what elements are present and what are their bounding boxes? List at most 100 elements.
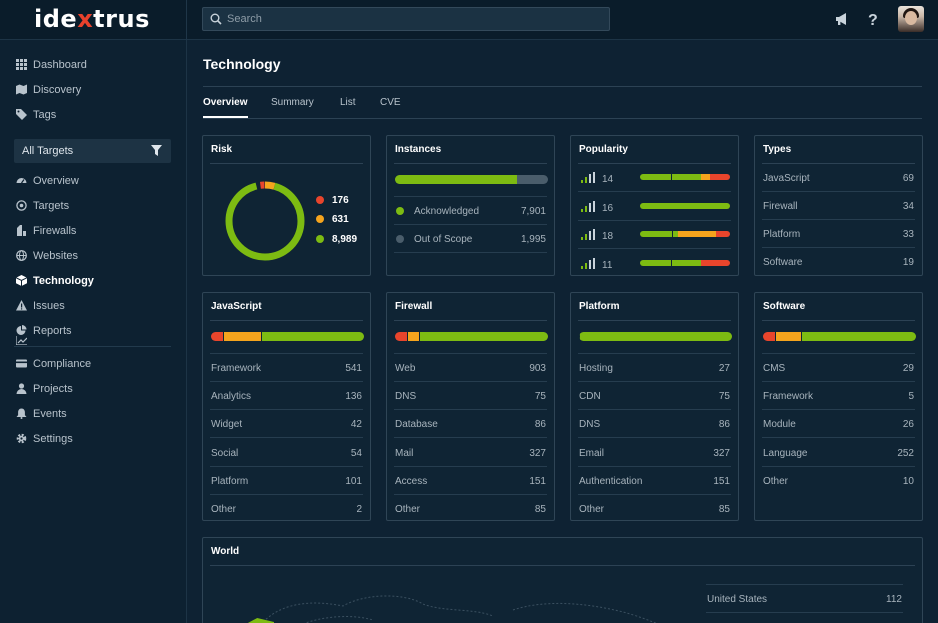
list-item[interactable]: DNS 86 [578,410,731,439]
page-title: Technology [203,56,281,72]
popularity-row[interactable]: 14 [578,164,731,192]
list-item[interactable]: Other 10 [762,467,915,495]
sidebar-item-settings[interactable]: Settings [0,428,187,450]
logo[interactable]: idextrus [34,5,150,33]
row-label: Software [763,257,803,268]
map-region-highlight[interactable] [246,618,274,623]
megaphone-icon[interactable] [833,10,851,28]
sidebar-item-events[interactable]: Events [0,403,187,425]
help-icon[interactable]: ? [864,10,882,28]
status-dot [396,235,404,243]
card-title: Instances [395,144,442,155]
tab-summary[interactable]: Summary [271,97,314,108]
sidebar-divider [14,346,171,347]
tabs-divider [203,118,922,119]
list-item[interactable]: CMS 29 [762,354,915,382]
sidebar-item-reports[interactable]: Reports [0,320,187,342]
list-item[interactable]: Framework 5 [762,382,915,411]
list-item[interactable]: Firewall 34 [762,192,915,220]
row-value: 75 [534,391,546,403]
list-item[interactable]: Hosting 27 [578,354,731,382]
list-item[interactable]: CDN 75 [578,382,731,411]
list-item[interactable]: Database 86 [394,410,547,439]
row-value: 1,995 [520,234,546,245]
sidebar-item-overview[interactable]: Overview [0,170,187,192]
sidebar-item-projects[interactable]: Projects [0,378,187,400]
row-label: Framework [763,391,814,403]
row-label: DNS [579,419,601,431]
sidebar-item-dashboard[interactable]: Dashboard [0,54,187,76]
signal-icon [581,257,595,269]
sidebar-item-discovery[interactable]: Discovery [0,79,187,101]
popularity-row[interactable]: 11 [578,250,731,278]
list-item[interactable]: Platform 33 [762,220,915,248]
active-tab-indicator [203,116,248,118]
sidebar-item-targets[interactable]: Targets [0,195,187,217]
risk-legend-dot [316,196,324,204]
category-bar [395,332,548,341]
world-map[interactable] [243,582,663,623]
title-divider [203,86,922,87]
list-item[interactable]: Software 19 [762,248,915,276]
sidebar-item-tags[interactable]: Tags [0,104,187,126]
search-input[interactable] [227,8,597,30]
row-value: 42 [350,419,362,431]
sidebar-item-label: Settings [33,433,73,445]
list-item[interactable]: Other 2 [210,495,363,523]
sidebar-item-label: Compliance [33,358,92,370]
tab-cve[interactable]: CVE [380,97,401,108]
targets-select[interactable]: All Targets [14,139,171,163]
signal-icon [581,200,595,212]
sidebar-item-label: Projects [33,383,73,395]
sidebar-item-compliance[interactable]: Compliance [0,353,187,375]
list-item[interactable]: Module 26 [762,410,915,439]
sidebar-item-label: Websites [33,250,79,262]
list-item[interactable]: Mail 327 [394,439,547,467]
popularity-bar [640,202,730,209]
list-item[interactable]: Widget 42 [210,410,363,439]
list-item[interactable]: Analytics 136 [210,382,363,411]
search-icon [210,13,222,25]
tab-overview[interactable]: Overview [203,97,248,108]
avatar[interactable] [898,6,924,32]
list-item[interactable]: Language 252 [762,439,915,467]
list-item[interactable]: Other 85 [394,495,547,523]
row-label: CDN [579,391,601,403]
list-item[interactable]: Web 903 [394,354,547,382]
row-label: Other [395,504,421,515]
sidebar-item-label: Discovery [33,84,82,96]
list-item[interactable]: JavaScript 69 [762,164,915,192]
row-label: Firewall [763,201,798,212]
list-item[interactable]: United States 112 [706,585,903,613]
list-item[interactable]: Authentication 151 [578,467,731,495]
list-item[interactable]: DNS 75 [394,382,547,411]
line-chart-icon [16,336,27,345]
row-value: 10 [902,475,914,487]
list-item[interactable]: Social 54 [210,439,363,467]
row-value: 85 [534,504,546,515]
row-label: Other [763,475,789,487]
list-item[interactable]: Access 151 [394,467,547,495]
signal-icon [581,172,595,183]
row-value: 29 [902,363,914,374]
tab-list[interactable]: List [340,97,356,108]
list-item[interactable]: Email 327 [578,439,731,467]
platform-card: Platform Hosting 27 CDN 75 DNS 86 Email 327 Authe… [570,292,739,521]
list-item[interactable]: Out of Scope 1,995 [394,225,547,253]
popularity-row[interactable]: 18 [578,221,731,249]
grid-icon [16,59,27,70]
sidebar-item-label: Dashboard [33,59,87,71]
card-icon [16,359,27,368]
filter-icon[interactable] [151,145,162,156]
list-item[interactable]: Other 85 [578,495,731,523]
list-item[interactable]: Framework 541 [210,354,363,382]
row-value: 903 [529,363,546,374]
search-box[interactable] [202,7,610,31]
popularity-row[interactable]: 16 [578,193,731,221]
sidebar-item-issues[interactable]: Issues [0,295,187,317]
list-item[interactable]: Acknowledged 7,901 [394,197,547,225]
list-item[interactable]: Platform 101 [210,467,363,495]
sidebar-item-firewalls[interactable]: Firewalls [0,220,187,242]
sidebar-item-websites[interactable]: Websites [0,245,187,267]
sidebar-item-technology[interactable]: Technology [0,270,187,292]
